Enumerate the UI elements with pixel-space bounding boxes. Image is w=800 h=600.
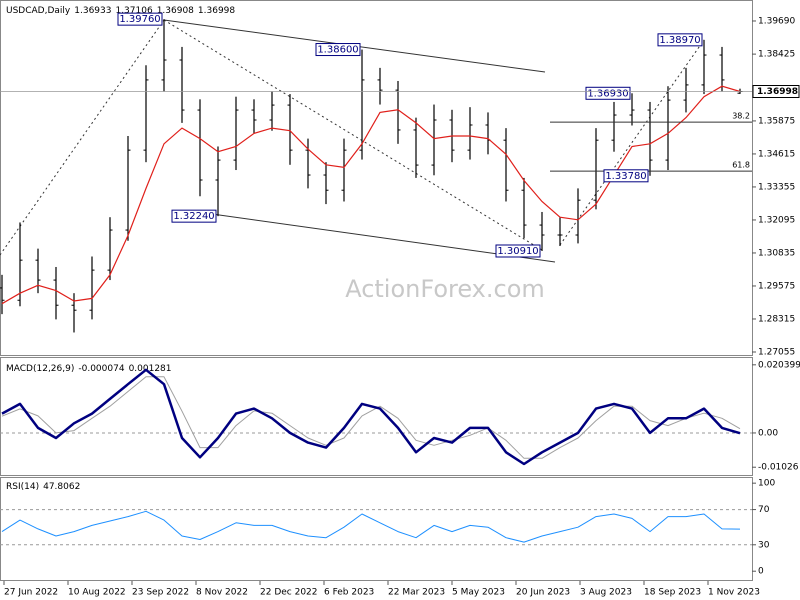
indicator-line [1,368,741,466]
annotation-box [603,169,649,183]
annotation-box [171,209,217,223]
x-tick-label: 27 Jun 2022 [4,588,58,598]
readout: 47.8062 [43,482,80,492]
annotation-label: 1.32240 [173,211,214,222]
title: RSI(14) [6,482,39,492]
annotation-label: 1.30910 [497,246,538,257]
y-tick-label: 70 [758,505,770,515]
x-tick-label: 8 Nov 2022 [196,588,248,598]
annotation-box [315,43,361,57]
price-bars [0,19,743,333]
readout: -0.000074 [78,364,124,374]
swing-line [163,19,543,251]
fib-label: 38.2 [732,112,750,121]
x-tick-label: 3 Aug 2023 [580,588,632,598]
swing-line [559,39,705,246]
y-tick-label: 0.00 [758,428,778,438]
y-tick-label: 30 [758,540,770,550]
indicator-line [1,376,741,459]
y-tick-label: -0.01026 [758,463,799,473]
y-tick-label: 1.35875 [758,116,795,126]
macd-title: MACD(12,26,9) -0.000074 0.001281 [6,364,172,374]
current-price-label: 1.36998 [757,87,798,97]
annotation-box [117,12,163,26]
x-tick-label: 20 Jun 2023 [516,588,570,598]
annotation-label: 1.36930 [587,88,628,99]
y-tick-label: 0 [758,567,764,577]
current-price-box [752,85,800,99]
y-tick-label: 1.34615 [758,149,795,159]
y-tick-label: 100 [758,479,775,489]
title: MACD(12,26,9) [6,364,74,374]
symbol: USDCAD,Daily [6,6,71,16]
macd-panel [0,357,753,476]
x-tick-label: 22 Mar 2023 [388,588,445,598]
x-tick-label: 23 Sep 2022 [132,588,189,598]
annotation-label: 1.39760 [119,14,160,25]
y-tick-label: 1.32095 [758,215,795,225]
fib-label: 61.8 [732,161,750,170]
open: 1.36933 [74,6,111,16]
high: 1.37106 [115,6,152,16]
header: USDCAD,Daily 1.36933 1.37106 1.36908 1.36998 [6,6,235,16]
y-tick-label: 1.29575 [758,281,795,291]
annotation-box [585,86,631,100]
y-tick-label: 1.38425 [758,50,795,60]
x-tick-label: 5 May 2023 [452,588,505,598]
annotation-box [657,33,703,47]
x-tick-label: 18 Sep 2023 [644,588,701,598]
rsi-title: RSI(14) 47.8062 [6,482,80,492]
price-panel [0,0,753,356]
annotation-label: 1.38970 [659,35,700,46]
y-tick-label: 1.27055 [758,347,795,357]
x-tick-label: 22 Dec 2022 [260,588,318,598]
low: 1.36908 [157,6,194,16]
x-tick-label: 10 Aug 2022 [68,588,126,598]
y-tick-label: 1.33355 [758,182,795,192]
rsi-panel [0,477,753,581]
y-tick-label: 1.28315 [758,314,795,324]
annotation-label: 1.33780 [605,171,646,182]
x-tick-label: 6 Feb 2023 [324,588,374,598]
indicator-line [1,510,741,543]
y-tick-label: 1.30835 [758,248,795,258]
close: 1.36998 [198,6,235,16]
y-tick-label: 0.020399 [758,360,800,370]
watermark: ActionForex.com [345,275,545,303]
readout: 0.001281 [129,364,172,374]
annotation-label: 1.38600 [317,45,358,56]
x-tick-label: 1 Nov 2023 [708,588,760,598]
annotation-box [495,244,541,258]
y-tick-label: 1.39690 [758,16,795,26]
